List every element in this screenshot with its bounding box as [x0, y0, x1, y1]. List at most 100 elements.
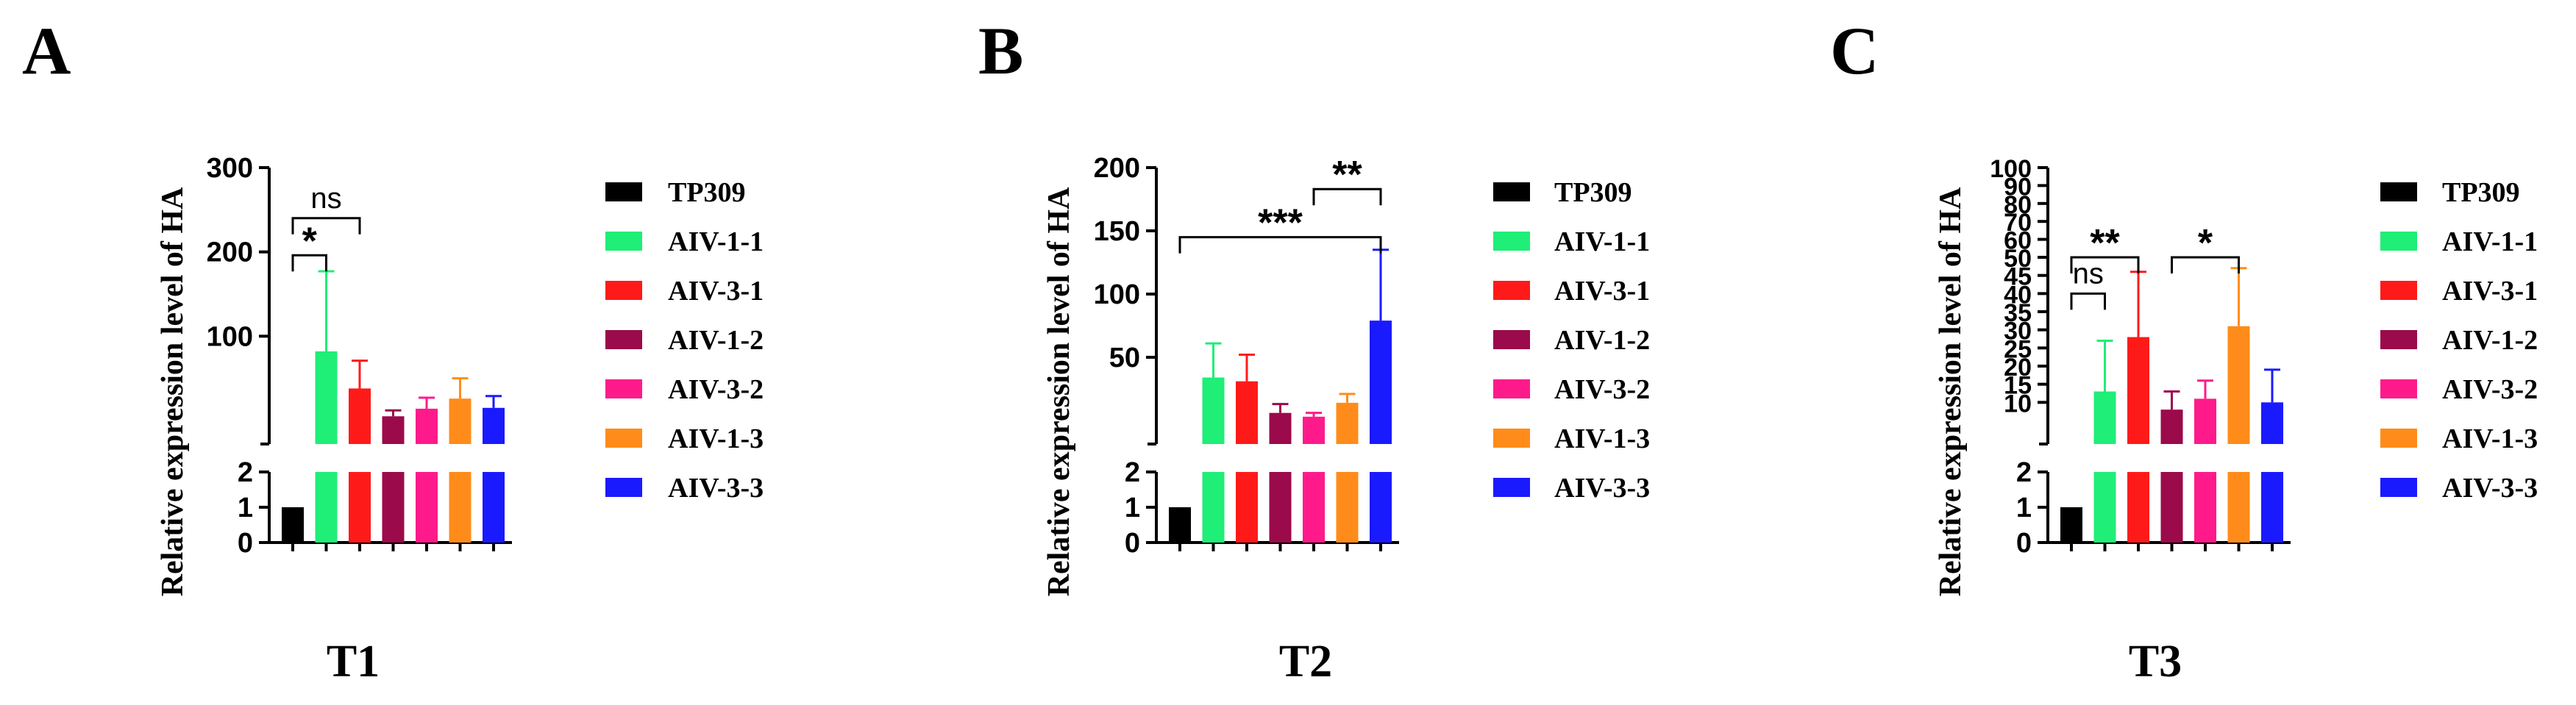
significance-label: ** — [1332, 154, 1362, 196]
legend-label: AIV-1-2 — [1554, 325, 1650, 356]
y-tick-label: 100 — [207, 321, 253, 352]
legend-label: AIV-3-2 — [1554, 374, 1650, 405]
panel-title: T3 — [2129, 637, 2182, 687]
y-tick-label: 25 — [2004, 335, 2032, 363]
significance-bracket — [2171, 256, 2240, 273]
legend-swatch — [2380, 478, 2417, 497]
legend-label: AIV-3-1 — [2442, 276, 2538, 307]
bar-lower-AIV-3-3 — [483, 472, 505, 543]
bar-upper-AIV-3-3 — [2261, 402, 2283, 444]
legend-swatch — [2380, 281, 2417, 300]
legend-label: AIV-3-2 — [668, 374, 764, 405]
legend-swatch — [605, 478, 642, 497]
significance-bracket — [291, 217, 361, 235]
legend-label: AIV-1-3 — [1554, 423, 1650, 454]
bar-upper-AIV-1-1 — [315, 351, 338, 444]
legend-swatch — [2380, 429, 2417, 448]
bar-lower-AIV-1-1 — [2093, 472, 2116, 543]
y-tick-label: 20 — [2004, 354, 2032, 382]
y-tick-label: 100 — [1094, 279, 1140, 310]
bar-upper-AIV-1-2 — [2160, 409, 2183, 444]
y-tick-label: 30 — [2004, 318, 2032, 346]
panel-letter: B — [978, 13, 1023, 88]
legend-swatch — [605, 232, 642, 251]
panel-title: T1 — [327, 637, 380, 687]
y-tick-label: 90 — [2004, 173, 2032, 201]
y-tick-label: 15 — [2004, 372, 2032, 400]
legend-label: TP309 — [2442, 177, 2520, 208]
legend-swatch — [2380, 330, 2417, 349]
legend-label: TP309 — [668, 177, 746, 208]
legend-swatch — [1493, 429, 1530, 448]
significance-bracket — [1178, 236, 1382, 254]
y-tick-label: 0 — [1125, 528, 1140, 559]
legend-label: AIV-3-3 — [1554, 473, 1650, 504]
legend: TP309 AIV-1-1 AIV-3-1 AIV-1-2 AIV-3-2 AIV-1-3… — [2380, 177, 2538, 504]
legend-label: AIV-1-2 — [668, 325, 764, 356]
bar-upper-AIV-3-1 — [349, 388, 371, 444]
legend-swatch — [605, 281, 642, 300]
bar-lower-AIV-3-2 — [2194, 472, 2216, 543]
legend-label: AIV-3-3 — [668, 473, 764, 504]
y-tick-label: 200 — [1094, 153, 1140, 184]
bar-lower-AIV-1-3 — [1336, 472, 1359, 543]
bar-lower-TP309 — [2060, 507, 2082, 543]
y-tick-label: 1 — [238, 493, 253, 523]
bar-upper-AIV-3-2 — [2194, 398, 2216, 444]
bar-upper-AIV-1-2 — [382, 416, 405, 444]
legend-label: AIV-3-3 — [2442, 473, 2538, 504]
bar-upper-AIV-1-1 — [1202, 377, 1225, 444]
legend-swatch — [1493, 330, 1530, 349]
legend-label: TP309 — [1554, 177, 1632, 208]
panel-title: T2 — [1279, 637, 1332, 687]
bar-upper-AIV-1-3 — [449, 398, 472, 444]
y-axis-label: Relative expression level of HA — [1042, 187, 1076, 596]
legend-swatch — [2380, 379, 2417, 398]
bar-lower-AIV-1-2 — [2160, 472, 2183, 543]
bar-lower-AIV-1-1 — [1202, 472, 1225, 543]
bar-upper-AIV-3-2 — [416, 408, 438, 444]
significance-bracket — [2070, 256, 2140, 273]
y-tick-label: 150 — [1094, 216, 1140, 247]
legend-label: AIV-1-3 — [2442, 423, 2538, 454]
legend-swatch — [1493, 232, 1530, 251]
y-tick-label: 0 — [2016, 528, 2032, 559]
y-tick-label: 50 — [2004, 245, 2032, 273]
bar-upper-AIV-1-3 — [1336, 402, 1359, 444]
significance-label: *** — [1258, 202, 1303, 245]
y-tick-label: 2 — [2016, 457, 2032, 488]
bar-upper-AIV-1-3 — [2227, 326, 2250, 444]
legend-label: AIV-1-1 — [2442, 226, 2538, 257]
legend-label: AIV-1-1 — [668, 226, 764, 257]
y-tick-label: 50 — [1109, 343, 1140, 373]
legend-label: AIV-3-1 — [668, 276, 764, 307]
panel-letter: A — [22, 13, 71, 88]
significance-label: ns — [310, 182, 341, 215]
legend-label: AIV-1-1 — [1554, 226, 1650, 257]
legend-swatch — [1493, 379, 1530, 398]
panel-letter: C — [1830, 13, 1879, 88]
bar-lower-AIV-3-1 — [349, 472, 371, 543]
legend-swatch — [2380, 232, 2417, 251]
bar-upper-AIV-1-1 — [2093, 391, 2116, 444]
legend-swatch — [1493, 182, 1530, 201]
panel-b: B T2 Relative expression level of HA 50 100 1… — [978, 13, 1650, 687]
legend-swatch — [2380, 182, 2417, 201]
legend-label: AIV-3-2 — [2442, 374, 2538, 405]
legend-swatch — [1493, 478, 1530, 497]
y-tick-label: 300 — [207, 153, 253, 184]
bar-upper-AIV-3-2 — [1303, 416, 1325, 444]
bar-lower-AIV-1-2 — [382, 472, 405, 543]
bar-upper-AIV-3-3 — [1370, 321, 1392, 444]
y-tick-label: 1 — [1125, 493, 1140, 523]
bar-upper-AIV-3-1 — [1236, 381, 1258, 444]
significance-bracket — [2070, 292, 2106, 310]
bar-lower-AIV-3-1 — [2127, 472, 2149, 543]
legend: TP309 AIV-1-1 AIV-3-1 AIV-1-2 AIV-3-2 AIV-1-3… — [605, 177, 764, 504]
y-tick-label: 70 — [2004, 209, 2032, 237]
bar-lower-AIV-3-2 — [1303, 472, 1325, 543]
y-tick-label: 60 — [2004, 227, 2032, 255]
y-tick-label: 10 — [2004, 390, 2032, 418]
bar-lower-AIV-3-1 — [1236, 472, 1258, 543]
